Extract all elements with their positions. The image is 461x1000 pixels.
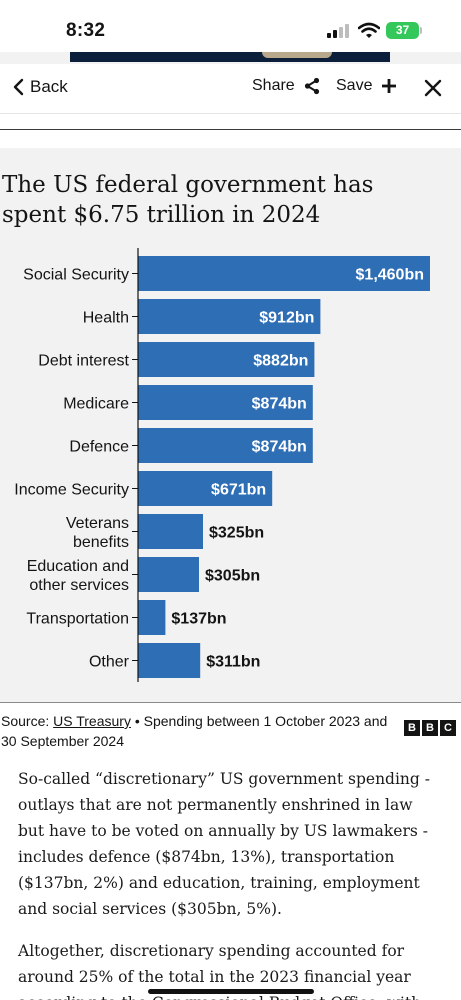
article-nav-bar: Back Share Save [0,64,461,114]
share-button[interactable]: Share [252,77,321,95]
section-divider [0,129,461,130]
bar-4 [138,428,313,463]
bar-1 [138,299,321,334]
bar-7 [138,557,199,592]
wifi-icon [358,22,380,38]
article-body: So-called “discretionary” US government … [18,766,443,1000]
hero-image-strip [0,52,461,64]
save-button[interactable]: Save [336,77,397,95]
category-label: benefits [73,534,129,551]
share-label: Share [252,77,295,94]
chart-source: Source: US Treasury • Spending between 1… [1,711,391,751]
plus-icon [382,79,397,93]
value-label: $671bn [211,482,266,499]
chart-title: The US federal government has spent $6.7… [2,172,374,228]
value-label: $305bn [205,568,260,585]
battery-icon: 37 [386,22,419,39]
category-label: Income Security [14,482,129,499]
status-bar: 8:32 37 [0,0,461,52]
source-text: • Spending between 1 October 2023 and 30… [1,713,388,749]
value-label: $874bn [252,396,307,413]
bar-2 [138,342,315,377]
article-paragraph: So-called “discretionary” US government … [18,770,430,918]
source-link[interactable]: US Treasury [53,713,131,729]
bar-5 [138,471,273,506]
save-label: Save [336,77,373,94]
category-label: other services [29,577,129,594]
bbc-logo-letter: B [404,720,420,736]
value-label: $874bn [252,439,307,456]
value-label: $1,460bn [356,267,424,284]
bar-chart: Social Security $1,460bn Health $912bn Debt … [14,248,430,682]
back-label: Back [30,77,68,96]
cellular-signal-icon [327,24,349,38]
category-label: Education and [27,558,129,575]
source-prefix: Source: [1,713,54,729]
category-label: Health [83,310,129,327]
back-button[interactable]: Back [12,77,68,97]
category-label: Debt interest [38,353,129,370]
share-icon [304,77,319,95]
close-icon[interactable] [421,75,445,101]
category-label: Social Security [23,267,129,284]
source-divider [0,702,461,703]
chart-panel: The US federal government has spent $6.7… [0,148,461,702]
bbc-logo-letter: C [440,720,456,736]
category-label: Veterans [66,515,129,532]
category-label: Medicare [63,396,129,413]
battery-tip [420,27,422,34]
value-label: $311bn [206,654,260,671]
bar-0 [138,256,430,291]
bar-3 [138,385,313,420]
bar-9 [138,643,201,678]
chevron-left-icon [13,78,24,96]
value-label: $325bn [209,525,264,542]
status-time: 8:32 [66,20,106,41]
article-paragraph: Altogether, discretionary spending accou… [18,942,421,1000]
category-label: Other [89,654,130,671]
category-label: Transportation [26,611,129,628]
home-indicator [148,989,314,994]
value-label: $912bn [259,310,314,327]
bbc-logo-letter: B [422,720,438,736]
bar-8 [138,600,166,635]
value-label: $137bn [171,611,226,628]
bbc-logo: B B C [404,720,456,736]
value-label: $882bn [253,353,308,370]
category-label: Defence [69,439,129,456]
bar-6 [138,514,203,549]
